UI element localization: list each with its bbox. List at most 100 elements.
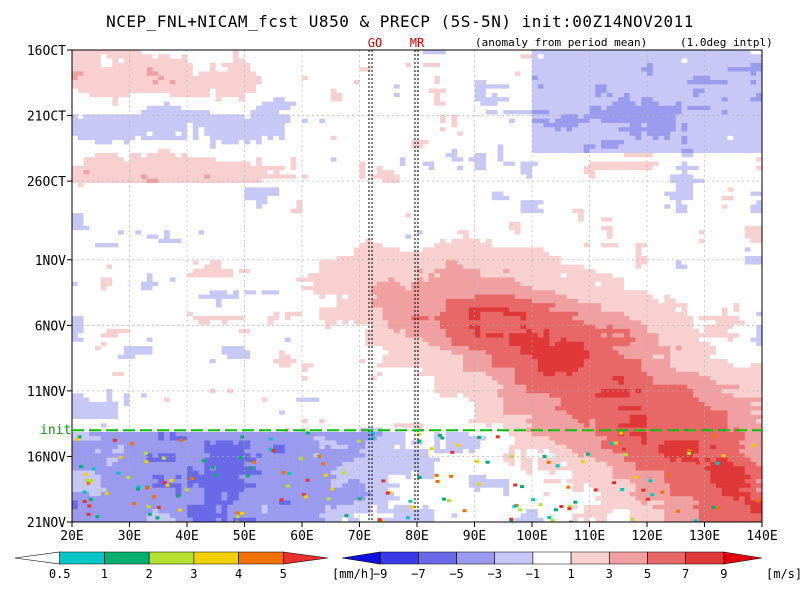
- u850-cell: [198, 105, 205, 111]
- u850-cell: [583, 191, 591, 197]
- u850-cell: [181, 114, 188, 120]
- u850-cell: [652, 75, 660, 81]
- u850-cell: [244, 58, 251, 64]
- u850-cell: [618, 200, 625, 206]
- u850-cell: [365, 118, 372, 124]
- u850-cell: [647, 183, 654, 188]
- u850-cell: [388, 105, 395, 111]
- u850-cell: [181, 204, 188, 210]
- u850-cell: [198, 101, 205, 107]
- u850-cell: [457, 170, 464, 176]
- u850-cell: [635, 204, 642, 210]
- u850-cell: [572, 62, 579, 68]
- u850-cell: [175, 58, 182, 64]
- u850-cell: [89, 97, 96, 103]
- u850-cell: [681, 183, 688, 188]
- u850-cell: [118, 97, 125, 103]
- u850-cell: [210, 101, 217, 107]
- u850-cell: [532, 114, 539, 120]
- u850-cell: [595, 213, 602, 218]
- u850-cell: [445, 152, 453, 158]
- u850-cell: [451, 75, 458, 81]
- u850-cell: [434, 221, 441, 227]
- u850-cell: [399, 118, 407, 124]
- u850-cell: [405, 225, 412, 231]
- u850-cell: [589, 105, 596, 111]
- u850-cell: [445, 187, 453, 193]
- u850-cell: [486, 75, 493, 81]
- u850-cell: [744, 140, 752, 145]
- u850-cell: [290, 208, 297, 214]
- u850-cell: [158, 80, 165, 85]
- u850-cell: [233, 178, 240, 184]
- u850-cell: [129, 62, 136, 68]
- u850-cell: [652, 92, 660, 98]
- u850-cell: [302, 50, 309, 55]
- u850-cell: [543, 58, 550, 64]
- u850-cell: [376, 148, 384, 154]
- u850-cell: [135, 92, 142, 98]
- u850-cell: [509, 140, 516, 145]
- u850-cell: [198, 54, 205, 60]
- u850-cell: [273, 225, 280, 231]
- u850-cell: [514, 50, 522, 55]
- u850-cell: [181, 54, 188, 60]
- u850-cell: [629, 157, 637, 163]
- u850-cell: [72, 221, 79, 227]
- u850-cell: [325, 92, 332, 98]
- u850-cell: [371, 161, 378, 167]
- u850-cell: [520, 71, 527, 77]
- u850-cell: [284, 97, 292, 103]
- u850-cell: [319, 200, 326, 206]
- u850-cell: [83, 92, 90, 98]
- u850-cell: [181, 84, 188, 90]
- u850-cell: [612, 75, 619, 81]
- u850-cell: [187, 122, 194, 128]
- u850-cell: [601, 152, 608, 158]
- u850-cell: [181, 122, 188, 128]
- u850-cell: [474, 213, 481, 218]
- u850-cell: [497, 152, 504, 158]
- u850-cell: [342, 50, 349, 55]
- u850-cell: [348, 122, 355, 128]
- u850-cell: [210, 80, 217, 85]
- u850-cell: [376, 191, 384, 197]
- u850-cell: [365, 200, 372, 206]
- u850-cell: [336, 75, 343, 81]
- u850-cell: [693, 217, 700, 223]
- u850-cell: [549, 127, 556, 133]
- u850-cell: [445, 122, 453, 128]
- u850-cell: [693, 62, 700, 68]
- u850-cell: [675, 105, 683, 111]
- u850-cell: [739, 187, 746, 193]
- u850-cell: [72, 122, 79, 128]
- u850-cell: [716, 71, 723, 77]
- u850-cell: [704, 152, 711, 158]
- u850-cell: [227, 144, 234, 150]
- u850-cell: [693, 58, 700, 64]
- u850-cell: [313, 157, 320, 163]
- u850-cell: [325, 50, 332, 55]
- u850-cell: [440, 50, 447, 55]
- u850-cell: [169, 114, 177, 120]
- u850-cell: [382, 208, 389, 214]
- u850-cell: [330, 71, 338, 77]
- u850-cell: [693, 92, 700, 98]
- u850-cell: [704, 161, 711, 167]
- u850-cell: [526, 217, 533, 223]
- u850-cell: [221, 75, 228, 81]
- u850-cell: [595, 88, 602, 94]
- u850-cell: [595, 165, 602, 171]
- u850-cell: [629, 140, 637, 145]
- u850-cell: [532, 75, 539, 81]
- u850-cell: [716, 174, 723, 180]
- u850-cell: [721, 101, 729, 107]
- u850-cell: [365, 148, 372, 154]
- u850-cell: [313, 204, 320, 210]
- u850-cell: [704, 122, 711, 128]
- u850-cell: [710, 217, 717, 223]
- u850-cell: [509, 97, 516, 103]
- u850-cell: [560, 54, 568, 60]
- u850-cell: [250, 204, 257, 210]
- u850-cell: [83, 135, 90, 141]
